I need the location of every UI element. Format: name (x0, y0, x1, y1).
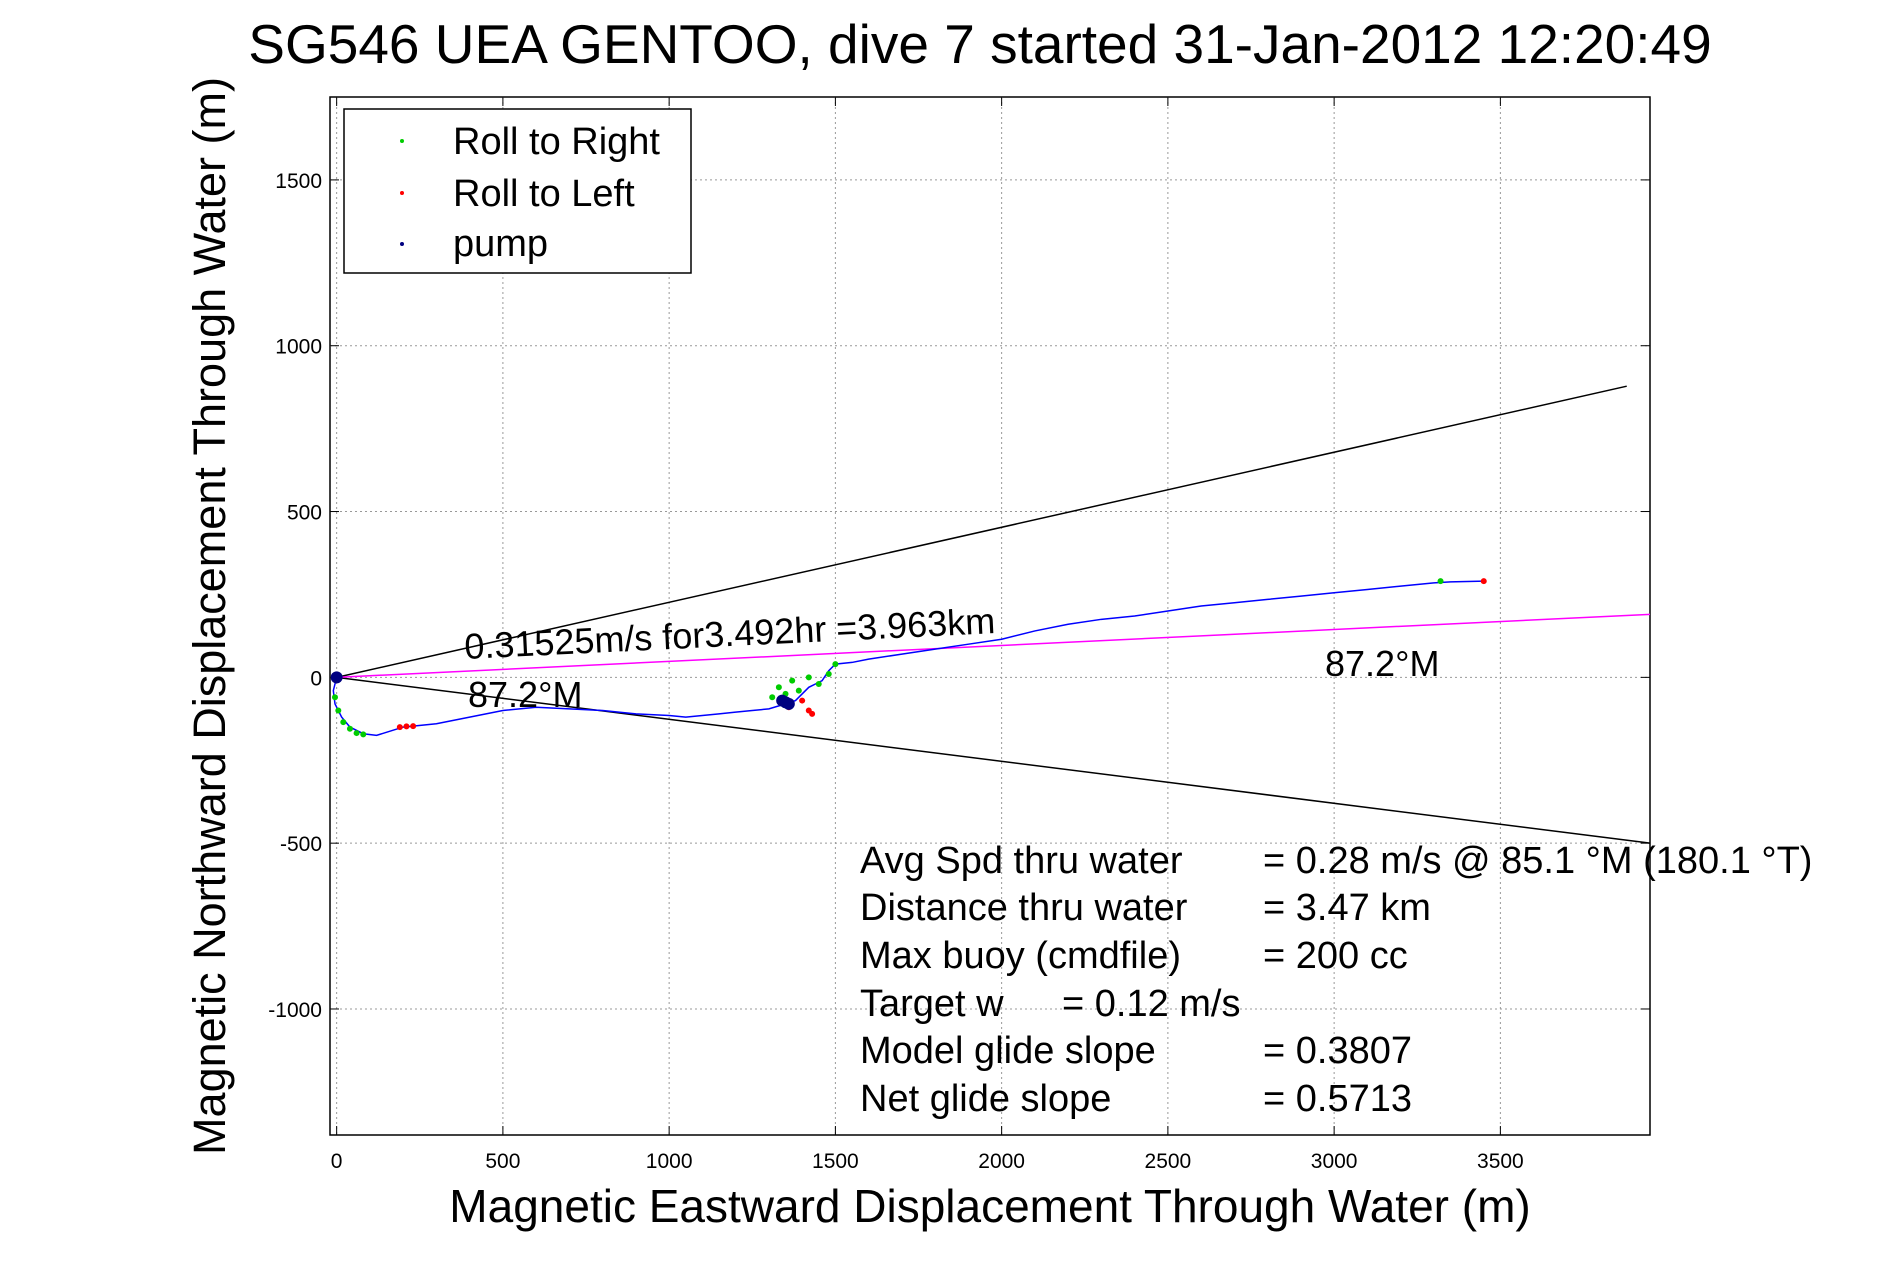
stats-value-6: = 0.5713 (1263, 1078, 1412, 1120)
roll-right-point (1437, 578, 1444, 585)
reference-line (336, 385, 1627, 679)
x-tick-label: 3000 (1311, 1150, 1358, 1173)
legend-marker-roll-right (400, 139, 404, 143)
chart-title: SG546 UEA GENTOO, dive 7 started 31-Jan-… (248, 13, 1711, 75)
roll-right-point (789, 677, 796, 684)
grid (330, 97, 1650, 1135)
roll-left-point (799, 697, 806, 704)
track-line (332, 580, 1484, 737)
x-tick-label: 1000 (646, 1150, 693, 1173)
roll-right-point (353, 730, 360, 737)
y-tick-label: 1500 (275, 170, 322, 193)
roll-right-point (346, 725, 353, 732)
roll-right-point (805, 674, 812, 681)
roll-right-point (775, 684, 782, 691)
axes: 0 500 1000 1500 2000 2500 3000 3500 -1000 -500 0 50… (268, 97, 1650, 1173)
roll-right-point (832, 661, 839, 668)
roll-right-point (360, 731, 367, 738)
pump-point (776, 694, 789, 707)
legend-label-pump: pump (453, 223, 548, 265)
y-tick-label: 1000 (275, 336, 322, 359)
stats-value-1: = 0.28 m/s @ 85.1 °M (180.1 °T) (1263, 840, 1812, 882)
stats-label-5: Model glide slope (860, 1030, 1156, 1072)
x-tick-label: 0 (331, 1150, 343, 1173)
heading-annotation-far: 87.2°M (1325, 643, 1439, 684)
x-tick-label: 2000 (978, 1150, 1025, 1173)
roll-left-point (403, 723, 410, 730)
roll-right-point (769, 694, 776, 701)
stats-label-4: Target w (860, 983, 1004, 1025)
reference-line (336, 613, 1651, 679)
stats-label-6: Net glide slope (860, 1078, 1111, 1120)
pump-point (330, 671, 343, 684)
stats-value-5: = 0.3807 (1263, 1030, 1412, 1072)
track (332, 580, 1484, 737)
reference-lines (336, 385, 1651, 844)
y-tick-label: -1000 (268, 999, 322, 1022)
stats-label-1: Avg Spd thru water (860, 840, 1183, 882)
roll-right-point (335, 707, 342, 714)
stats-value-2: = 3.47 km (1263, 887, 1431, 929)
x-tick-label: 1500 (812, 1150, 859, 1173)
roll-left-point (410, 723, 417, 730)
legend-label-roll-left: Roll to Left (453, 173, 635, 215)
roll-right-point (825, 671, 832, 678)
stats-value-4: = 0.12 m/s (1062, 983, 1240, 1025)
roll-right-point (340, 719, 347, 726)
x-axis-label: Magnetic Eastward Displacement Through W… (449, 1180, 1530, 1232)
markers (330, 578, 1487, 738)
x-tick-label: 2500 (1145, 1150, 1192, 1173)
y-axis-label: Magnetic Northward Displacement Through … (184, 77, 235, 1155)
y-tick-label: 500 (287, 502, 322, 525)
legend-marker-roll-left (400, 191, 404, 195)
heading-annotation-near: 87.2°M (468, 674, 582, 715)
y-tick-label: -500 (280, 833, 322, 856)
stats-block: Avg Spd thru water = 0.28 m/s @ 85.1 °M … (860, 840, 1812, 1120)
stats-value-3: = 200 cc (1263, 935, 1408, 977)
roll-left-point (809, 710, 816, 717)
x-tick-label: 3500 (1477, 1150, 1524, 1173)
stats-label-2: Distance thru water (860, 887, 1188, 929)
roll-right-point (815, 680, 822, 687)
reference-line (336, 676, 1651, 844)
roll-right-point (331, 694, 338, 701)
legend: Roll to Right Roll to Left pump (343, 108, 692, 274)
legend-label-roll-right: Roll to Right (453, 121, 660, 163)
stats-label-3: Max buoy (cmdfile) (860, 935, 1181, 977)
legend-marker-pump (400, 242, 404, 246)
y-tick-label: 0 (310, 667, 322, 690)
roll-right-point (795, 687, 802, 694)
x-tick-label: 500 (485, 1150, 520, 1173)
roll-left-point (1480, 578, 1487, 585)
roll-left-point (396, 724, 403, 731)
